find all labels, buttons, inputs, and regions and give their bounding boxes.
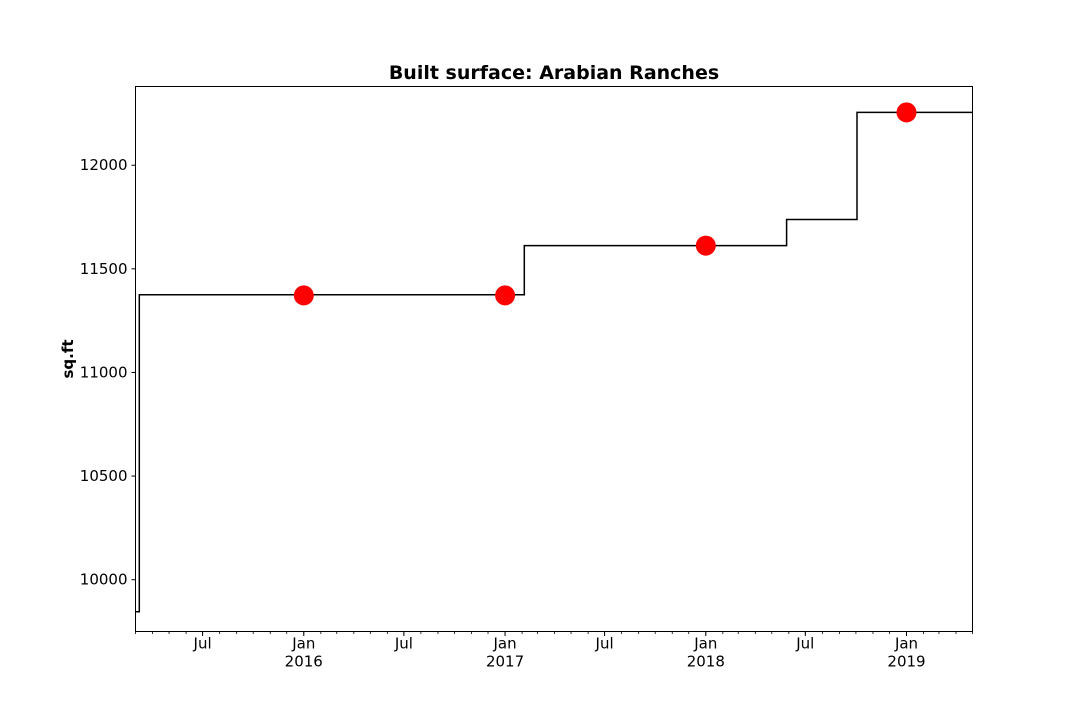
plot-content xyxy=(135,102,973,613)
axes-frame xyxy=(135,86,973,632)
x-tick-label: Jan xyxy=(894,635,918,653)
y-tick-label: 12000 xyxy=(80,156,128,174)
x-tick-label: Jul xyxy=(394,635,413,653)
y-axis-ticks: 10000 10500 11000 11500 12000 xyxy=(80,156,136,589)
series-step-line xyxy=(135,111,973,613)
x-tick-label: Jan xyxy=(492,635,516,653)
x-tick-year-label: 2017 xyxy=(486,653,524,671)
y-tick-label: 10500 xyxy=(80,467,128,485)
x-tick-year-label: 2016 xyxy=(285,653,323,671)
x-tick-label: Jul xyxy=(595,635,614,653)
y-tick-label: 10000 xyxy=(80,571,128,589)
y-tick-label: 11500 xyxy=(80,260,128,278)
data-point-marker xyxy=(695,235,716,256)
x-tick-year-label: 2018 xyxy=(687,653,725,671)
x-tick-year-label: 2019 xyxy=(887,653,925,671)
x-tick-label: Jan xyxy=(291,635,315,653)
data-point-marker xyxy=(495,285,516,306)
chart-title: Built surface: Arabian Ranches xyxy=(389,62,719,84)
x-tick-label: Jul xyxy=(193,635,212,653)
y-tick-label: 11000 xyxy=(80,363,128,381)
x-tick-label: Jul xyxy=(795,635,814,653)
data-point-marker xyxy=(896,102,917,123)
x-tick-label: Jan xyxy=(693,635,717,653)
y-axis-label: sq.ft xyxy=(59,339,77,378)
data-point-marker xyxy=(293,285,314,306)
